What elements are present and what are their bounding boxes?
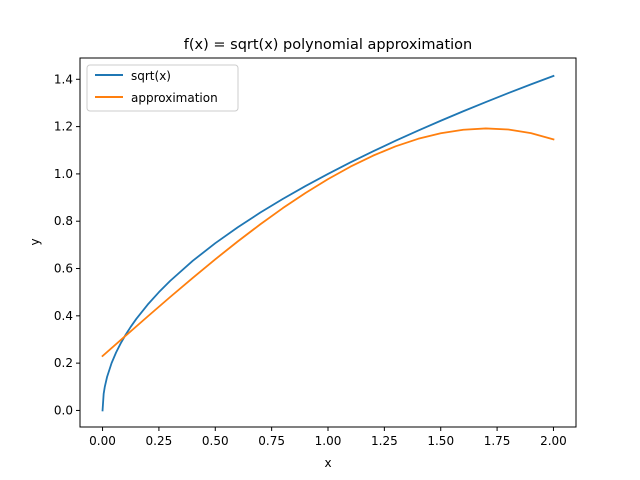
- y-tick-label: 0.2: [54, 356, 73, 370]
- x-tick-label: 0.50: [202, 434, 229, 448]
- series-line-approximation: [101, 127, 555, 358]
- y-tick-label: 1.2: [54, 120, 73, 134]
- legend-label-approximation: approximation: [131, 91, 218, 105]
- x-tick-label: 0.75: [258, 434, 285, 448]
- legend-box: [86, 64, 239, 112]
- y-tick-label: 0.0: [54, 403, 73, 417]
- x-tick-label: 2.00: [540, 434, 567, 448]
- y-tick-label: 1.4: [54, 72, 73, 86]
- legend: sqrt(x) approximation: [86, 64, 239, 112]
- x-axis: 0.00 0.25 0.50 0.75 1.00 1.25 1.50 1.75 2.00: [89, 427, 567, 448]
- x-tick-label: 1.00: [315, 434, 342, 448]
- legend-label-sqrt: sqrt(x): [131, 69, 171, 83]
- x-tick-label: 0.00: [89, 434, 116, 448]
- x-tick-label: 1.25: [371, 434, 398, 448]
- y-tick-label: 0.4: [54, 309, 73, 323]
- series-line-sqrt: [101, 74, 555, 412]
- x-tick-label: 1.50: [427, 434, 454, 448]
- chart-title: f(x) = sqrt(x) polynomial approximation: [184, 37, 472, 53]
- y-tick-label: 0.6: [54, 262, 73, 276]
- y-tick-label: 0.8: [54, 214, 73, 228]
- y-axis-label: y: [28, 238, 42, 245]
- y-axis: 0.0 0.2 0.4 0.6 0.8 1.0 1.2 1.4: [54, 72, 80, 417]
- x-tick-label: 0.25: [146, 434, 173, 448]
- x-axis-label: x: [324, 456, 331, 470]
- plot-layer: [101, 74, 555, 412]
- x-tick-label: 1.75: [484, 434, 511, 448]
- y-tick-label: 1.0: [54, 167, 73, 181]
